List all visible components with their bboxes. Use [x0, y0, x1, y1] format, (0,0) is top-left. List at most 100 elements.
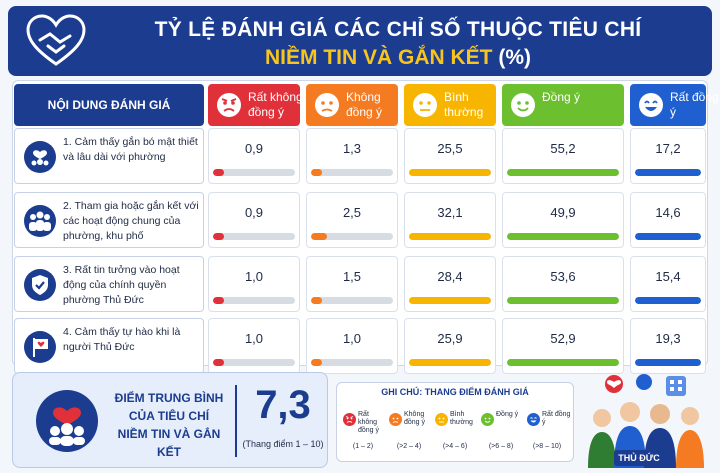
value-label: 49,9: [550, 205, 576, 220]
value-bar: [635, 233, 701, 240]
legend-range: (1 – 2): [352, 443, 374, 450]
title-line2: NIỀM TIN VÀ GẮN KẾT (%): [98, 46, 698, 70]
legend-label: Rất không đồng ý: [358, 411, 380, 434]
neutral-face-icon: [413, 93, 437, 117]
value-bar: [409, 233, 491, 240]
value-cell: 25,9: [404, 318, 496, 374]
heart-flag-icon: [24, 331, 56, 363]
value-bar: [507, 297, 619, 304]
value-bar: [409, 359, 491, 366]
table-row: 3. Rất tin tưởng vào hoạt động của chính…: [14, 256, 706, 314]
value-cell: 1,3: [306, 128, 398, 184]
value-bar: [507, 359, 619, 366]
value-label: 15,4: [655, 269, 681, 284]
heart-handshake-icon: [26, 14, 86, 66]
value-bar: [311, 233, 328, 240]
column-header-label: Không đồng ý: [346, 90, 383, 119]
value-label: 19,3: [655, 331, 681, 346]
row-label: 4. Cảm thấy tự hào khi là người Thủ Đức: [63, 326, 181, 353]
row-label-box: 1. Cảm thấy gắn bó mật thiết và lâu dài …: [14, 128, 204, 184]
value-label: 0,9: [244, 141, 264, 156]
value-cell: 14,6: [630, 192, 706, 248]
value-cell: 1,0: [208, 256, 300, 312]
legend-range: (>8 – 10): [532, 443, 562, 450]
row-label-box: 4. Cảm thấy tự hào khi là người Thủ Đức: [14, 318, 204, 374]
average-score: 7,3: [255, 383, 311, 427]
value-bar-track: [311, 359, 393, 366]
value-bar-track: [311, 233, 393, 240]
legend-range: (>4 – 6): [442, 443, 468, 450]
value-bar-track: [213, 297, 295, 304]
average-score-panel: ĐIỂM TRUNG BÌNH CỦA TIÊU CHÍ NIỀM TIN VÀ…: [12, 372, 328, 468]
table-row: 1. Cảm thấy gắn bó mật thiết và lâu dài …: [14, 128, 706, 186]
value-bar: [311, 169, 323, 176]
column-header-label: Bình thường: [444, 90, 484, 119]
smile-face-icon: [511, 93, 535, 117]
value-label: 28,4: [437, 269, 463, 284]
average-label-line3: NIỀM TIN VÀ GẮN KẾT: [117, 427, 221, 459]
table-row: 4. Cảm thấy tự hào khi là người Thủ Đức 1…: [14, 318, 706, 376]
title-suffix: (%): [498, 46, 532, 69]
community-heart-icon: [36, 390, 98, 452]
value-bar: [507, 233, 619, 240]
column-header-level-3: Bình thường: [404, 84, 496, 126]
column-header-label: Đồng ý: [542, 90, 581, 104]
value-label: 52,9: [550, 331, 576, 346]
average-scale: (Thang điểm 1 – 10): [242, 439, 324, 449]
legend-item: Rất đồng ý (>8 – 10): [525, 401, 571, 459]
sad-face-icon: [389, 413, 402, 426]
value-bar-track: [213, 359, 295, 366]
column-header-level-5: Rất đồng ý: [630, 84, 719, 126]
legend-item: Đồng ý (>6 – 8): [479, 401, 525, 459]
value-label: 25,9: [437, 331, 463, 346]
row-label: 2. Tham gia hoặc gắn kết với các hoạt độ…: [63, 200, 199, 242]
value-label: 17,2: [655, 141, 681, 156]
value-cell: 52,9: [502, 318, 624, 374]
value-cell: 49,9: [502, 192, 624, 248]
value-cell: 53,6: [502, 256, 624, 312]
angry-face-icon: [343, 413, 356, 426]
legend-label: Không đồng ý: [404, 411, 426, 426]
value-bar: [213, 169, 225, 176]
happy-face-icon: [639, 93, 663, 117]
value-label: 1,0: [342, 331, 362, 346]
value-cell: 17,2: [630, 128, 706, 184]
value-bar: [213, 297, 225, 304]
value-label: 55,2: [550, 141, 576, 156]
value-bar: [311, 359, 323, 366]
row-label: 1. Cảm thấy gắn bó mật thiết và lâu dài …: [63, 136, 198, 163]
smile-face-icon: [481, 413, 494, 426]
value-bar-track: [213, 233, 295, 240]
value-label: 1,3: [342, 141, 362, 156]
value-cell: 15,4: [630, 256, 706, 312]
angry-face-icon: [217, 93, 241, 117]
value-cell: 1,0: [306, 318, 398, 374]
title-highlight: NIỀM TIN VÀ GẮN KẾT: [264, 46, 493, 69]
column-header-level-1: Rất không đồng ý: [208, 84, 303, 126]
value-bar: [507, 169, 619, 176]
value-bar-track: [635, 233, 701, 240]
legend-title: GHI CHÚ: THANG ĐIỂM ĐÁNH GIÁ: [381, 387, 529, 397]
value-bar-track: [409, 169, 491, 176]
value-bar-track: [213, 169, 295, 176]
column-header-content: NỘI DUNG ĐÁNH GIÁ: [14, 84, 204, 126]
value-bar-track: [507, 233, 619, 240]
scale-legend: GHI CHÚ: THANG ĐIỂM ĐÁNH GIÁ Rất không đ…: [336, 382, 574, 462]
legend-range: (>2 – 4): [396, 443, 422, 450]
value-cell: 25,5: [404, 128, 496, 184]
value-bar: [311, 297, 323, 304]
value-label: 25,5: [437, 141, 463, 156]
legend-item: Bình thường (>4 – 6): [433, 401, 479, 459]
value-cell: 1,5: [306, 256, 398, 312]
value-bar: [635, 169, 701, 176]
average-label-line1: ĐIỂM TRUNG BÌNH: [114, 391, 224, 405]
happy-face-icon: [527, 413, 540, 426]
value-label: 0,9: [244, 205, 264, 220]
column-header-label: Rất đồng ý: [670, 90, 719, 119]
row-label: 3. Rất tin tưởng vào hoạt động của chính…: [63, 264, 180, 306]
value-bar: [409, 297, 491, 304]
row-label-box: 3. Rất tin tưởng vào hoạt động của chính…: [14, 256, 204, 312]
value-label: 53,6: [550, 269, 576, 284]
value-label: 1,0: [244, 269, 264, 284]
value-bar: [409, 169, 491, 176]
